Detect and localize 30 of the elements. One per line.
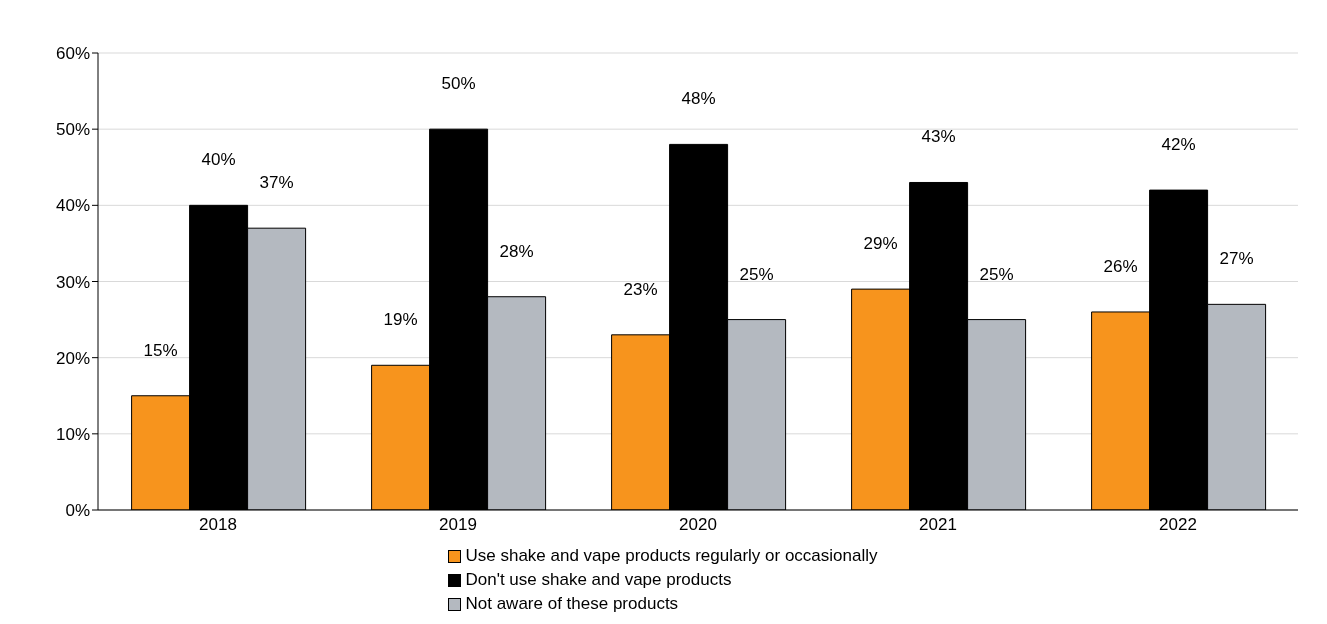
data-label: 27% (1219, 249, 1254, 269)
data-label: 48% (681, 89, 716, 109)
x-tick-label: 2021 (919, 515, 957, 535)
y-tick-label: 30% (55, 272, 90, 292)
legend-label: Don't use shake and vape products (465, 569, 732, 591)
data-label: 29% (863, 234, 898, 254)
x-tick-label: 2018 (199, 515, 237, 535)
data-label: 25% (979, 264, 1014, 284)
y-tick-label: 40% (55, 196, 90, 216)
y-tick-label: 20% (55, 348, 90, 368)
legend-label: Not aware of these products (465, 593, 679, 615)
data-label: 43% (921, 127, 956, 147)
data-label: 25% (739, 264, 774, 284)
data-label: 23% (623, 279, 658, 299)
data-label: 40% (201, 150, 236, 170)
y-tick-label: 10% (55, 424, 90, 444)
data-label: 19% (383, 310, 418, 330)
data-label: 37% (259, 173, 294, 193)
data-label: 15% (143, 340, 178, 360)
y-tick-label: 60% (55, 44, 90, 64)
x-tick-label: 2019 (439, 515, 477, 535)
data-label: 26% (1103, 256, 1138, 276)
data-label: 42% (1161, 135, 1196, 155)
y-tick-label: 0% (65, 501, 90, 521)
x-tick-label: 2020 (679, 515, 717, 535)
x-tick-label: 2022 (1159, 515, 1197, 535)
data-label: 28% (499, 241, 534, 261)
y-tick-label: 50% (55, 120, 90, 140)
data-label: 50% (441, 74, 476, 94)
legend-label: Use shake and vape products regularly or occasionally (465, 545, 878, 567)
